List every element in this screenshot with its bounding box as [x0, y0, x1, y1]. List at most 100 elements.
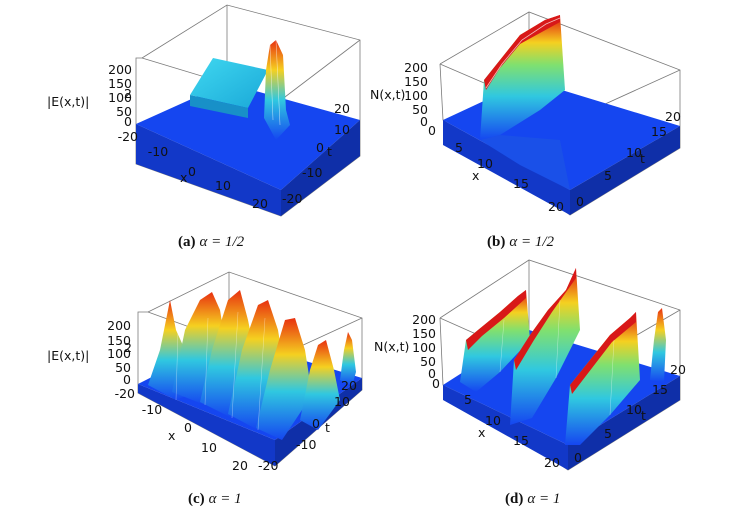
x-tick: 10	[215, 178, 231, 193]
z-axis-label-sup: 2	[124, 340, 132, 355]
x-axis-label: x	[180, 170, 187, 185]
t-tick: 5	[604, 426, 612, 441]
z-tick: 150	[412, 326, 436, 341]
x-tick: 0	[428, 123, 436, 138]
x-tick: -20	[118, 129, 138, 144]
x-tick: 20	[548, 199, 564, 214]
z-axis: 200 150 100 50 0 0 N(x,t)	[374, 312, 440, 391]
z-axis-label: N(x,t)	[374, 339, 409, 354]
t-axis-label: t	[325, 420, 330, 435]
z-tick: 100	[404, 88, 428, 103]
t-tick: 10	[334, 394, 350, 409]
x-tick: 15	[513, 433, 529, 448]
t-tick: 0	[576, 194, 584, 209]
x-tick: 10	[477, 156, 493, 171]
panel-a: 200 150 100 50 0 -20 |E(x,t)| 2 -10 0 10…	[47, 4, 361, 250]
panel-d: 200 150 100 50 0 0 N(x,t) 5 10 15 20 x 2…	[374, 259, 686, 507]
z-tick: 0	[428, 366, 436, 381]
x-tick: 0	[188, 164, 196, 179]
x-tick: 10	[485, 413, 501, 428]
ridges	[148, 290, 356, 440]
x-tick: 5	[464, 392, 472, 407]
ridges	[460, 268, 666, 445]
t-axis-label: t	[640, 151, 645, 166]
t-tick: 0	[316, 140, 324, 155]
z-tick: 50	[115, 360, 131, 375]
x-tick: 10	[201, 440, 217, 455]
t-axis-label: t	[327, 144, 332, 159]
t-tick: 10	[626, 402, 642, 417]
t-axis: 20 10 0 -10 -20 t	[282, 101, 350, 206]
t-tick: -10	[296, 437, 316, 452]
z-axis-label: |E(x,t)|	[47, 348, 89, 363]
panel-c: 200 150 100 50 0 -20 |E(x,t)| 2 -10 0 10…	[47, 271, 363, 507]
x-tick: -10	[142, 402, 162, 417]
z-tick: 50	[420, 354, 436, 369]
z-axis: 200 150 100 50 0 0 N(x,t)	[370, 60, 436, 138]
z-tick: 150	[108, 76, 132, 91]
surface	[443, 15, 680, 215]
x-tick: 0	[432, 376, 440, 391]
x-tick: 20	[232, 458, 248, 473]
surface	[138, 290, 362, 466]
surface	[443, 268, 680, 470]
x-tick: 20	[252, 196, 268, 211]
z-tick: 50	[412, 102, 428, 117]
caption-c: (c) α = 1	[188, 491, 242, 507]
z-axis-label-sup: 2	[124, 86, 132, 101]
x-tick: 15	[513, 176, 529, 191]
t-tick: 0	[312, 416, 320, 431]
x-axis: 5 10 15 20 x	[464, 392, 560, 470]
x-axis: -10 0 10 20 x	[142, 402, 248, 473]
t-axis-label: t	[641, 408, 646, 423]
t-tick: 15	[652, 382, 668, 397]
x-tick: 20	[544, 455, 560, 470]
caption-b: (b) α = 1/2	[487, 234, 555, 250]
caption-a: (a) α = 1/2	[178, 234, 245, 250]
x-tick: -10	[148, 144, 168, 159]
x-axis: -10 0 10 20 x	[148, 144, 268, 211]
x-axis-label: x	[478, 425, 485, 440]
t-tick: 20	[670, 362, 686, 377]
z-tick: 50	[116, 104, 132, 119]
z-axis-label: |E(x,t)|	[47, 94, 89, 109]
x-axis-label: x	[168, 428, 175, 443]
surface	[136, 39, 360, 216]
z-axis: 200 150 100 50 0 -20 |E(x,t)| 2	[47, 318, 135, 401]
z-tick: 200	[107, 318, 131, 333]
z-axis: 200 150 100 50 0 -20 |E(x,t)| 2	[47, 62, 138, 144]
t-tick: -10	[302, 165, 322, 180]
z-tick: 0	[124, 114, 132, 129]
x-tick: 0	[184, 420, 192, 435]
t-tick: 20	[341, 378, 357, 393]
caption-d: (d) α = 1	[505, 491, 560, 507]
z-tick: 0	[420, 114, 428, 129]
t-axis: 20 10 0 -10 -20 t	[258, 378, 357, 473]
t-tick: 10	[334, 122, 350, 137]
t-tick: 20	[665, 109, 681, 124]
t-tick: 10	[626, 145, 642, 160]
t-tick: 20	[334, 101, 350, 116]
x-axis-label: x	[472, 168, 479, 183]
z-tick: 200	[404, 60, 428, 75]
t-tick: 15	[651, 124, 667, 139]
panel-b: 200 150 100 50 0 0 N(x,t) 5 10 15 20 x 2…	[370, 11, 681, 250]
z-tick: 200	[412, 312, 436, 327]
t-axis: 20 15 10 5 0 t	[574, 362, 686, 465]
z-tick: 100	[107, 346, 131, 361]
t-tick: 0	[574, 450, 582, 465]
z-tick: 100	[108, 90, 132, 105]
z-tick: 200	[108, 62, 132, 77]
x-tick: 5	[455, 140, 463, 155]
t-tick: 5	[604, 168, 612, 183]
t-tick: -20	[258, 458, 278, 473]
x-axis: 5 10 15 20 x	[455, 140, 564, 214]
t-axis: 20 15 10 5 0 t	[576, 109, 681, 209]
t-tick: -20	[282, 191, 302, 206]
x-tick: -20	[115, 386, 135, 401]
z-tick: 150	[404, 74, 428, 89]
z-tick: 100	[412, 340, 436, 355]
z-axis-label: N(x,t)	[370, 87, 405, 102]
z-tick: 0	[123, 372, 131, 387]
